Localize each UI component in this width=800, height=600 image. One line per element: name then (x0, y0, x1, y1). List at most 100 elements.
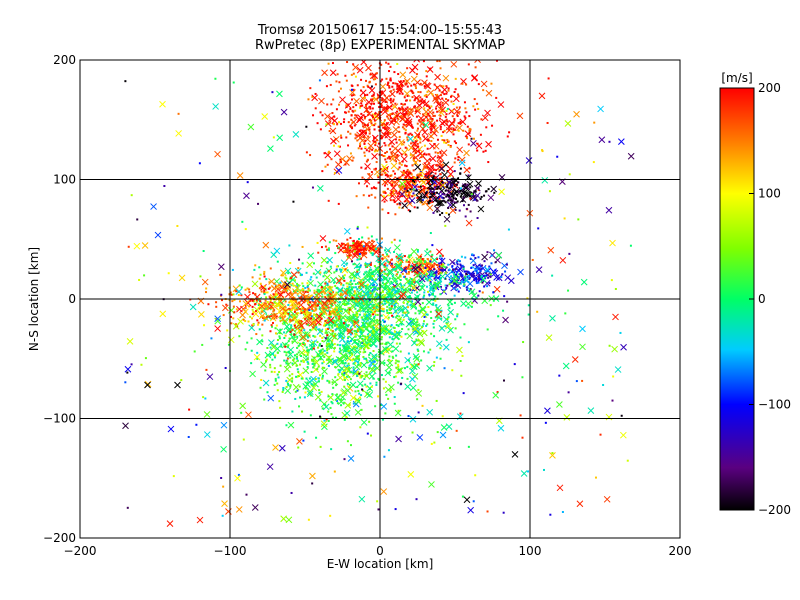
scatter-point (353, 341, 356, 344)
scatter-point (297, 446, 300, 449)
scatter-point-x (382, 346, 389, 353)
scatter-point-x (334, 393, 342, 401)
scatter-point (259, 300, 262, 303)
scatter-point (405, 99, 408, 102)
scatter-point (238, 335, 241, 338)
scatter-point (366, 185, 369, 188)
scatter-point (381, 307, 384, 310)
scatter-point (369, 148, 372, 151)
scatter-point (383, 361, 386, 364)
scatter-point (461, 200, 464, 203)
scatter-point (389, 148, 392, 151)
scatter-point (411, 280, 414, 283)
scatter-point (343, 265, 346, 268)
scatter-point (406, 94, 409, 97)
scatter-point (387, 58, 389, 60)
scatter-point (309, 314, 312, 317)
scatter-point (364, 262, 367, 265)
scatter-point (311, 359, 314, 362)
scatter-point-x (389, 155, 397, 163)
scatter-point-x (435, 340, 443, 348)
scatter-point (417, 149, 420, 152)
colorbar-tick-label: 0 (758, 292, 766, 306)
scatter-point (361, 129, 364, 132)
scatter-point (338, 315, 341, 318)
scatter-point (327, 270, 330, 273)
scatter-point (312, 342, 315, 345)
scatter-point (335, 393, 338, 396)
scatter-point (612, 375, 615, 378)
scatter-point (387, 212, 390, 215)
scatter-point (426, 104, 429, 107)
scatter-point (453, 140, 456, 143)
scatter-point (567, 289, 570, 292)
scatter-point (382, 378, 385, 381)
scatter-point (357, 357, 360, 360)
scatter-point (461, 274, 464, 277)
scatter-point (362, 194, 365, 197)
scatter-point (339, 310, 342, 313)
scatter-point-x (295, 327, 303, 335)
scatter-point (377, 255, 380, 258)
scatter-point-x (484, 266, 491, 273)
scatter-point (377, 261, 380, 264)
scatter-point-x (438, 119, 446, 127)
scatter-point-x (495, 274, 503, 282)
scatter-point (300, 322, 303, 325)
scatter-point (417, 295, 420, 298)
scatter-point-x (386, 359, 394, 367)
scatter-point (204, 397, 207, 400)
scatter-point-x (214, 150, 221, 158)
scatter-point (367, 317, 370, 320)
scatter-point (354, 286, 357, 289)
scatter-point (337, 145, 340, 148)
scatter-point (433, 320, 436, 323)
scatter-point (250, 349, 253, 352)
scatter-point (380, 105, 383, 108)
scatter-point (373, 265, 376, 268)
scatter-point (464, 183, 467, 186)
scatter-point (429, 116, 432, 119)
scatter-point (486, 251, 489, 254)
scatter-point (325, 331, 328, 334)
scatter-point (333, 350, 336, 353)
scatter-point (406, 267, 409, 270)
scatter-point (307, 518, 310, 521)
scatter-point (384, 174, 387, 177)
scatter-point (431, 253, 434, 256)
scatter-point (482, 89, 485, 92)
scatter-point (348, 352, 351, 355)
scatter-point (404, 190, 407, 193)
scatter-point (432, 326, 435, 329)
scatter-point (446, 138, 449, 141)
scatter-point (298, 385, 301, 388)
scatter-point-x (438, 324, 446, 332)
scatter-point (361, 341, 364, 344)
scatter-point (294, 354, 297, 357)
scatter-point (399, 203, 402, 206)
scatter-point (248, 305, 251, 308)
scatter-point (335, 416, 338, 419)
scatter-point (414, 110, 417, 113)
scatter-point-x (274, 283, 282, 290)
scatter-point (425, 175, 428, 178)
scatter-point (473, 274, 476, 277)
scatter-point (433, 277, 436, 280)
scatter-point (258, 287, 261, 290)
scatter-point (356, 309, 359, 312)
scatter-point (546, 121, 549, 124)
scatter-point (400, 335, 403, 338)
scatter-point (443, 193, 446, 196)
scatter-point (367, 135, 370, 138)
scatter-point (233, 299, 236, 302)
scatter-point (485, 270, 488, 273)
scatter-point (369, 247, 372, 250)
scatter-point (426, 192, 429, 195)
scatter-point-x (447, 308, 454, 316)
scatter-point (352, 366, 355, 369)
scatter-point (441, 104, 444, 107)
scatter-point (385, 173, 388, 176)
scatter-point (370, 187, 373, 190)
scatter-point (343, 327, 346, 330)
scatter-point (463, 283, 466, 286)
